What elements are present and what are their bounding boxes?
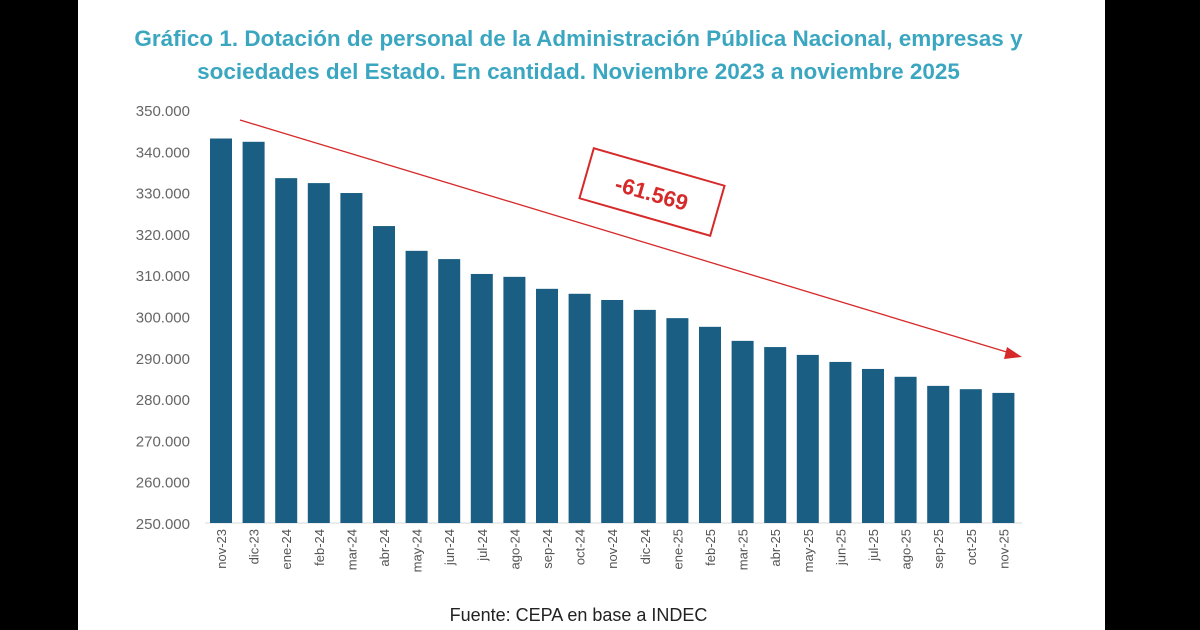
x-tick-label: oct-24 (573, 529, 588, 565)
bar (699, 326, 721, 523)
bar (536, 288, 558, 523)
bar (992, 392, 1015, 523)
arrow-head-icon (1004, 347, 1022, 359)
bar (275, 178, 298, 523)
chart-source: Fuente: CEPA en base a INDEC (449, 605, 708, 625)
y-tick-label: 330.000 (136, 186, 190, 203)
x-tick-label: jun-24 (442, 529, 457, 566)
y-tick-label: 270.000 (136, 433, 190, 450)
bar (959, 389, 982, 523)
bar (470, 273, 493, 523)
bar (210, 138, 232, 523)
x-tick-label: ene-25 (670, 529, 685, 569)
title-line-1: Gráfico 1. Dotación de personal de la Ad… (134, 26, 1023, 51)
bar (731, 340, 754, 523)
y-tick-label: 280.000 (136, 392, 190, 409)
x-tick-label: nov-25 (996, 529, 1011, 569)
bar (405, 250, 428, 523)
bar (927, 385, 950, 523)
bar (242, 141, 265, 523)
x-tick-label: nov-23 (214, 529, 229, 569)
x-tick-label: jul-25 (866, 529, 881, 562)
y-tick-label: 310.000 (136, 268, 190, 285)
bar (829, 361, 852, 523)
x-tick-label: jun-25 (833, 529, 848, 566)
x-tick-label: abr-25 (768, 529, 783, 567)
x-tick-label: feb-24 (312, 529, 327, 566)
y-tick-label: 350.000 (136, 103, 190, 120)
bar (373, 226, 395, 524)
bar (862, 368, 884, 523)
bar (340, 193, 363, 523)
annotation-frame (578, 147, 726, 237)
x-tick-label: mar-25 (736, 529, 751, 570)
y-tick-label: 340.000 (136, 144, 190, 161)
x-tick-label: abr-24 (377, 529, 392, 567)
x-tick-label: mar-24 (344, 529, 359, 570)
x-tick-label: may-24 (410, 529, 425, 572)
annotation-box: -61.569 (578, 147, 726, 237)
bar (568, 293, 591, 523)
bar (438, 259, 461, 523)
title-line-2: sociedades del Estado. En cantidad. Novi… (197, 59, 960, 84)
x-tick-label: sep-24 (540, 529, 555, 569)
bar (894, 376, 917, 523)
x-tick-label: ene-24 (279, 529, 294, 569)
x-tick-label: dic-23 (247, 529, 262, 564)
x-tick-label: ago-24 (507, 529, 522, 569)
y-tick-label: 300.000 (136, 310, 190, 327)
bar (601, 299, 624, 523)
x-tick-label: jul-24 (475, 529, 490, 562)
trend-arrow-line (239, 119, 1011, 354)
bar (666, 318, 689, 523)
bar (764, 347, 787, 523)
y-tick-label: 250.000 (136, 516, 190, 533)
bar (503, 276, 526, 523)
x-tick-label: may-25 (801, 529, 816, 572)
y-tick-label: 290.000 (136, 351, 190, 368)
chart-title: Gráfico 1. Dotación de personal de la Ad… (0, 22, 1157, 88)
y-tick-label: 320.000 (136, 227, 190, 244)
y-tick-label: 260.000 (136, 475, 190, 492)
bar (633, 309, 656, 523)
bar (796, 354, 819, 523)
x-tick-label: nov-24 (605, 529, 620, 569)
x-tick-label: feb-25 (703, 529, 718, 566)
x-tick-label: ago-25 (899, 529, 914, 569)
x-tick-label: oct-25 (964, 529, 979, 565)
x-tick-label: sep-25 (931, 529, 946, 569)
bar (307, 183, 330, 523)
x-tick-label: dic-24 (638, 529, 653, 564)
